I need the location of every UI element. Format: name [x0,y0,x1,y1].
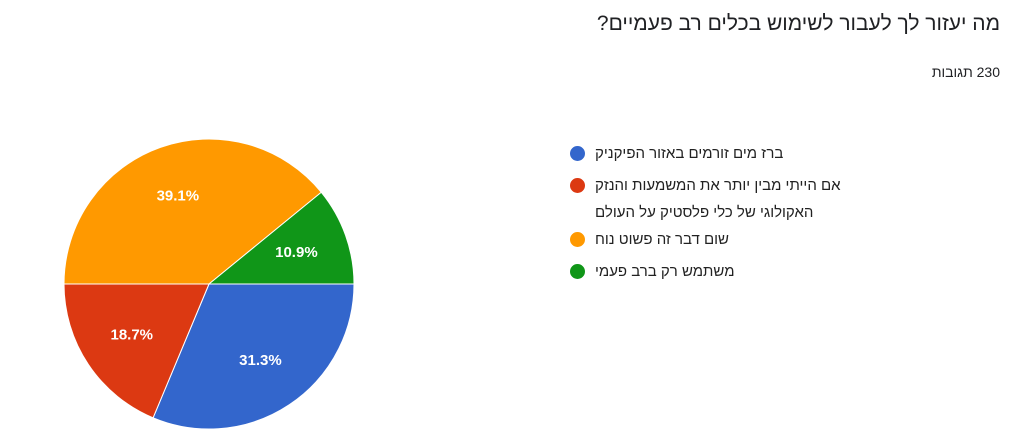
pie-slice [207,191,355,285]
legend-label: ברז מים זורמים באזור הפיקניק [595,145,784,162]
legend-item: שום דבר זה פשוט נוח [568,226,888,253]
legend-item: משתמש רק ברב פעמי [568,258,888,285]
pie-slice [63,138,323,285]
legend-label: אם הייתי מבין יותר את המשמעות והנזק האקו… [595,177,841,221]
legend-marker [570,178,585,193]
legend-label: שום דבר זה פשוט נוח [595,231,729,248]
pie-slice [152,283,355,430]
slice-label: 39.1% [157,188,200,205]
slice-label: 10.9% [275,244,318,261]
chart-subtitle: 230 תגובות [931,64,1000,80]
legend-marker [570,232,585,247]
legend-item: אם הייתי מבין יותר את המשמעות והנזק האקו… [568,172,888,226]
slice-label: 31.3% [239,352,282,369]
legend-label: משתמש רק ברב פעמי [595,263,735,280]
legend-marker [570,146,585,161]
pie-slice [63,283,210,419]
chart-title: מה יעזור לך לעבור לשימוש בכלים רב פעמיים… [596,12,1000,35]
legend-item: ברז מים זורמים באזור הפיקניק [568,140,888,167]
legend-marker [570,264,585,279]
slice-label: 18.7% [110,326,153,343]
